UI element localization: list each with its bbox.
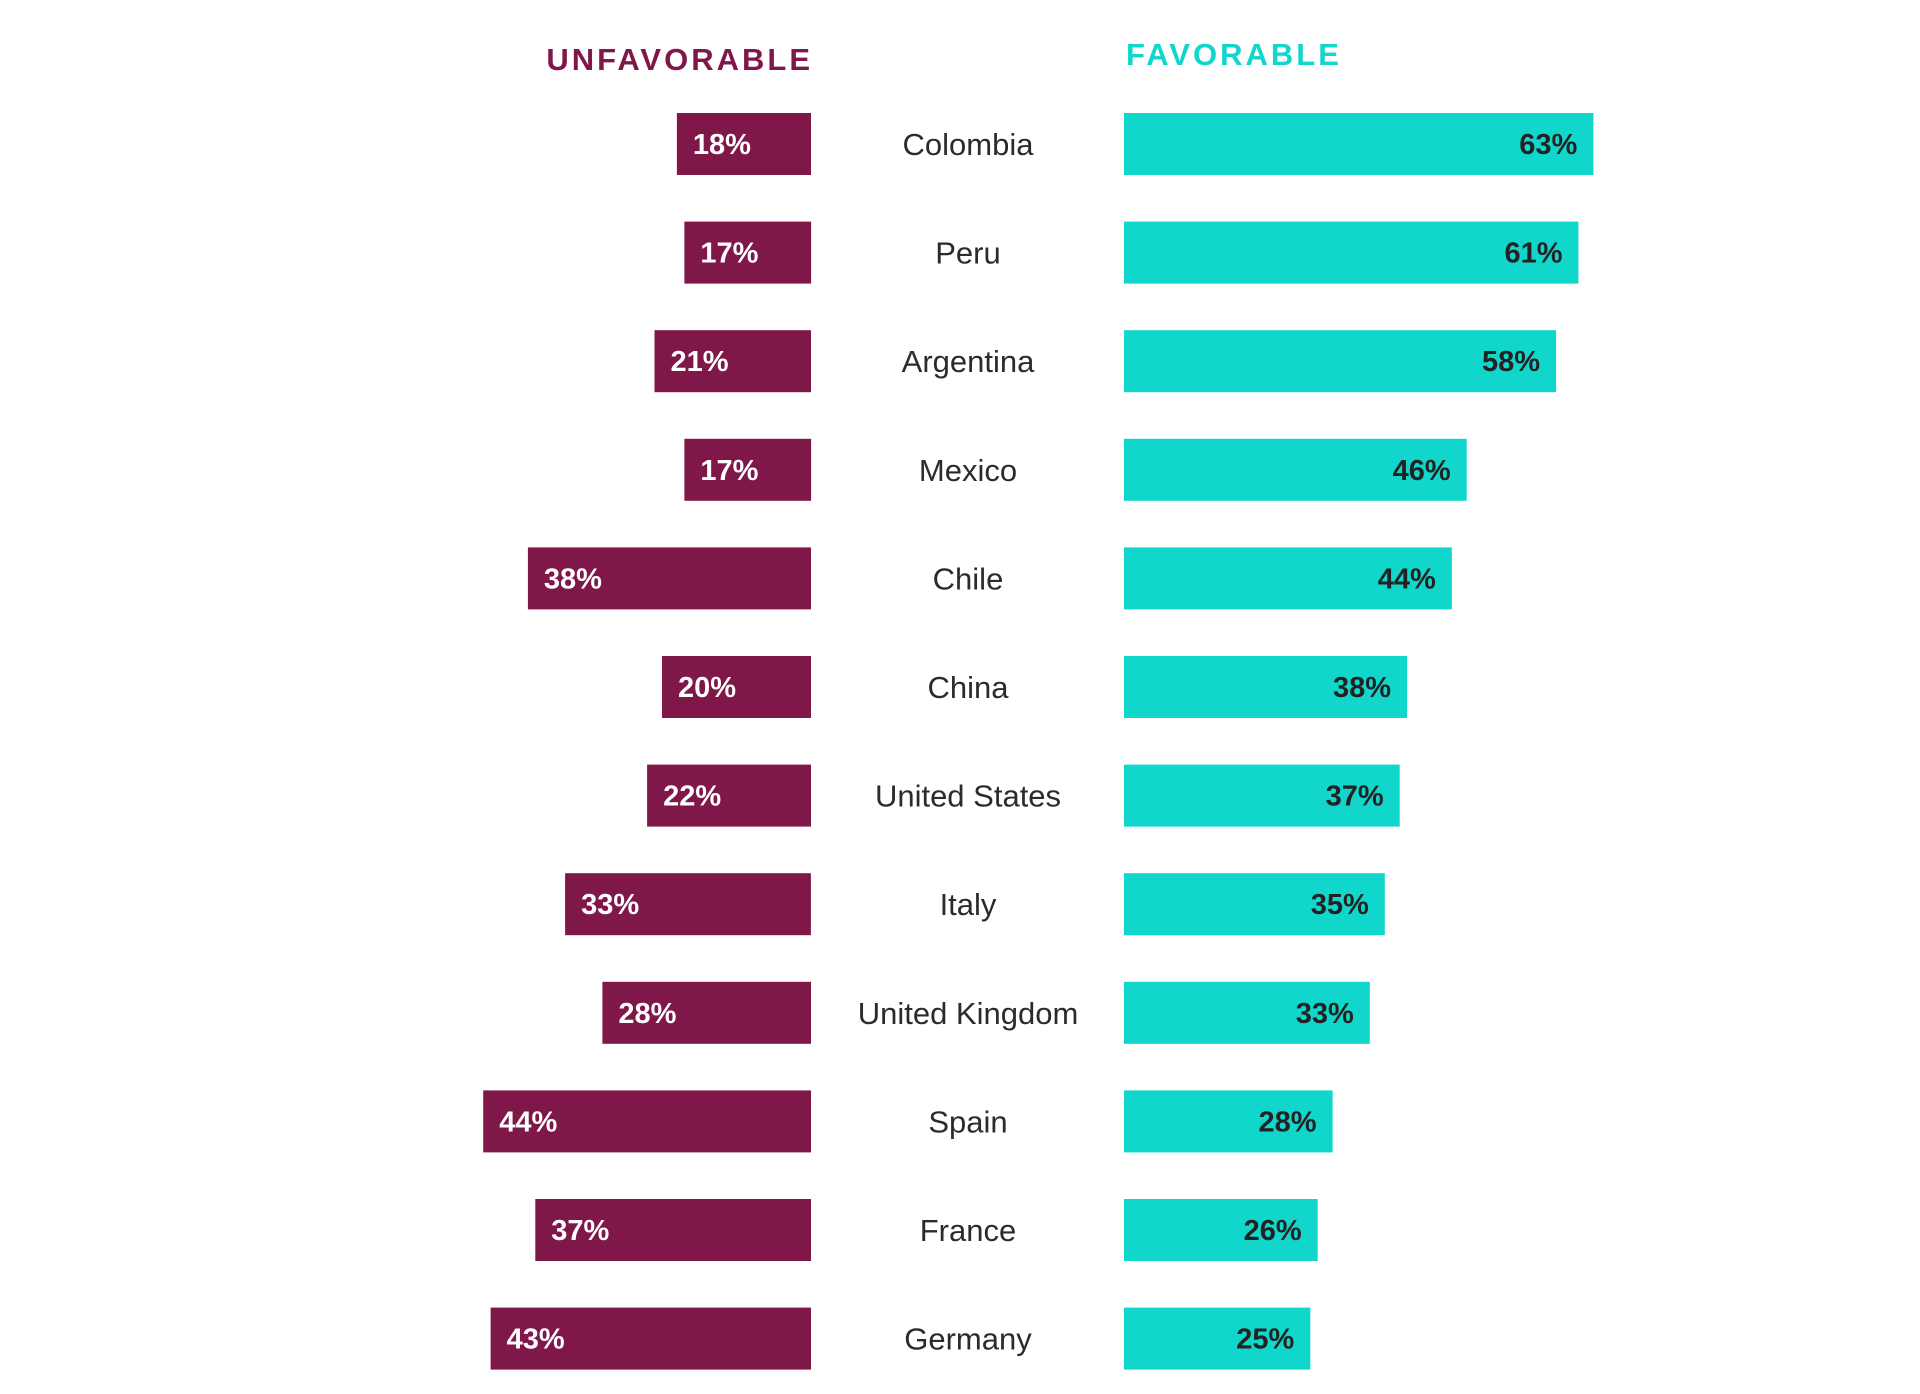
country-label: Peru xyxy=(935,236,1000,271)
unfavorable-value-label: 17% xyxy=(700,455,758,487)
unfavorable-value-label: 43% xyxy=(507,1324,565,1356)
unfavorable-value-label: 17% xyxy=(700,238,758,270)
unfavorable-bar xyxy=(565,873,811,936)
unfavorable-bar xyxy=(654,330,811,393)
country-label: Spain xyxy=(928,1104,1007,1139)
unfavorable-bar xyxy=(602,981,811,1044)
favorable-value-label: 61% xyxy=(1504,238,1562,270)
unfavorable-value-label: 22% xyxy=(663,781,721,813)
country-label: Colombia xyxy=(903,127,1035,162)
favorable-bar xyxy=(1124,113,1594,175)
unfavorable-bar xyxy=(684,438,812,501)
favorable-bar xyxy=(1124,1199,1318,1261)
favorable-bar xyxy=(1124,873,1385,936)
chart-row: 28% United Kingdom 33% xyxy=(602,981,1370,1044)
unfavorable-header: UNFAVORABLE xyxy=(546,42,813,77)
chart-row: 17% Mexico 46% xyxy=(684,438,1467,501)
unfavorable-bar xyxy=(676,113,811,175)
unfavorable-bar xyxy=(647,764,811,827)
favorable-header: FAVORABLE xyxy=(1126,37,1342,72)
favorable-value-label: 44% xyxy=(1378,563,1436,595)
chart-row: 37% France 26% xyxy=(535,1199,1318,1261)
chart-row: 33% Italy 35% xyxy=(565,873,1385,936)
country-label: Italy xyxy=(940,887,997,922)
favorable-value-label: 58% xyxy=(1482,346,1540,378)
chart-rows: 18% Colombia 63% 17% Peru 61% 21% Argentina 58% 1… xyxy=(483,113,1594,1370)
favorable-value-label: 46% xyxy=(1393,455,1451,487)
country-label: Chile xyxy=(933,561,1004,596)
favorable-bar xyxy=(1124,764,1400,827)
unfavorable-bar xyxy=(535,1199,811,1261)
unfavorable-value-label: 44% xyxy=(499,1106,557,1138)
unfavorable-value-label: 21% xyxy=(671,346,729,378)
unfavorable-bar xyxy=(684,221,812,284)
favorable-value-label: 37% xyxy=(1326,781,1384,813)
country-label: United Kingdom xyxy=(858,996,1079,1031)
favorable-bar xyxy=(1124,1307,1311,1370)
favorable-value-label: 33% xyxy=(1296,998,1354,1030)
chart-row: 18% Colombia 63% xyxy=(676,113,1594,175)
favorable-bar xyxy=(1124,1090,1333,1153)
favorable-value-label: 63% xyxy=(1519,129,1577,161)
country-label: Germany xyxy=(904,1322,1032,1357)
chart-row: 17% Peru 61% xyxy=(684,221,1579,284)
favorable-bar xyxy=(1124,547,1452,610)
favorable-value-label: 28% xyxy=(1259,1106,1317,1138)
favorable-bar xyxy=(1124,981,1370,1044)
favorable-value-label: 38% xyxy=(1333,672,1391,704)
chart-row: 20% China 38% xyxy=(662,656,1408,718)
favorable-bar xyxy=(1124,330,1557,393)
unfavorable-value-label: 38% xyxy=(544,563,602,595)
unfavorable-value-label: 37% xyxy=(551,1215,609,1247)
unfavorable-bar xyxy=(483,1090,811,1153)
favorable-bar xyxy=(1124,438,1467,501)
favorable-bar xyxy=(1124,221,1579,284)
unfavorable-value-label: 33% xyxy=(581,889,639,921)
country-label: Mexico xyxy=(919,453,1017,488)
unfavorable-bar xyxy=(662,656,811,718)
country-label: Argentina xyxy=(902,344,1035,379)
chart-row: 21% Argentina 58% xyxy=(654,330,1557,393)
unfavorable-bar xyxy=(527,547,811,610)
country-label: China xyxy=(928,670,1010,705)
unfavorable-value-label: 28% xyxy=(618,998,676,1030)
favorable-value-label: 25% xyxy=(1236,1324,1294,1356)
favorable-value-label: 26% xyxy=(1244,1215,1302,1247)
chart-row: 43% Germany 25% xyxy=(490,1307,1311,1370)
unfavorable-value-label: 18% xyxy=(693,129,751,161)
chart-row: 38% Chile 44% xyxy=(527,547,1452,610)
unfavorable-bar xyxy=(490,1307,811,1370)
unfavorable-value-label: 20% xyxy=(678,672,736,704)
chart-row: 44% Spain 28% xyxy=(483,1090,1333,1153)
favorable-value-label: 35% xyxy=(1311,889,1369,921)
country-label: France xyxy=(920,1213,1016,1248)
country-label: United States xyxy=(875,779,1061,814)
chart-row: 22% United States 37% xyxy=(647,764,1400,827)
favorable-bar xyxy=(1124,656,1408,718)
